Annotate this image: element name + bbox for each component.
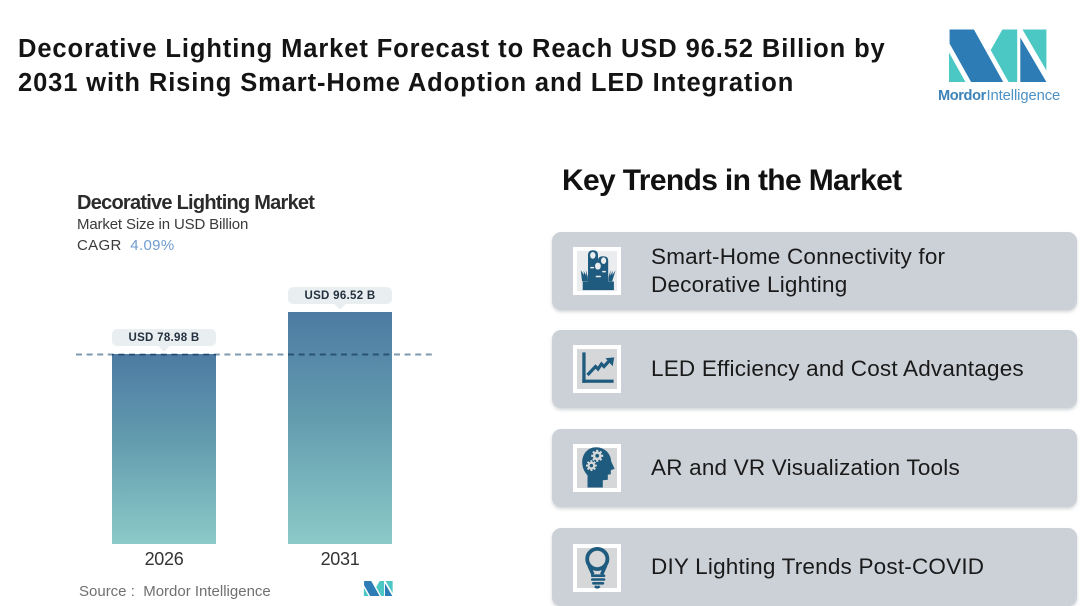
svg-text:Mordor: Mordor [938,88,987,104]
svg-text:Intelligence: Intelligence [987,88,1061,104]
